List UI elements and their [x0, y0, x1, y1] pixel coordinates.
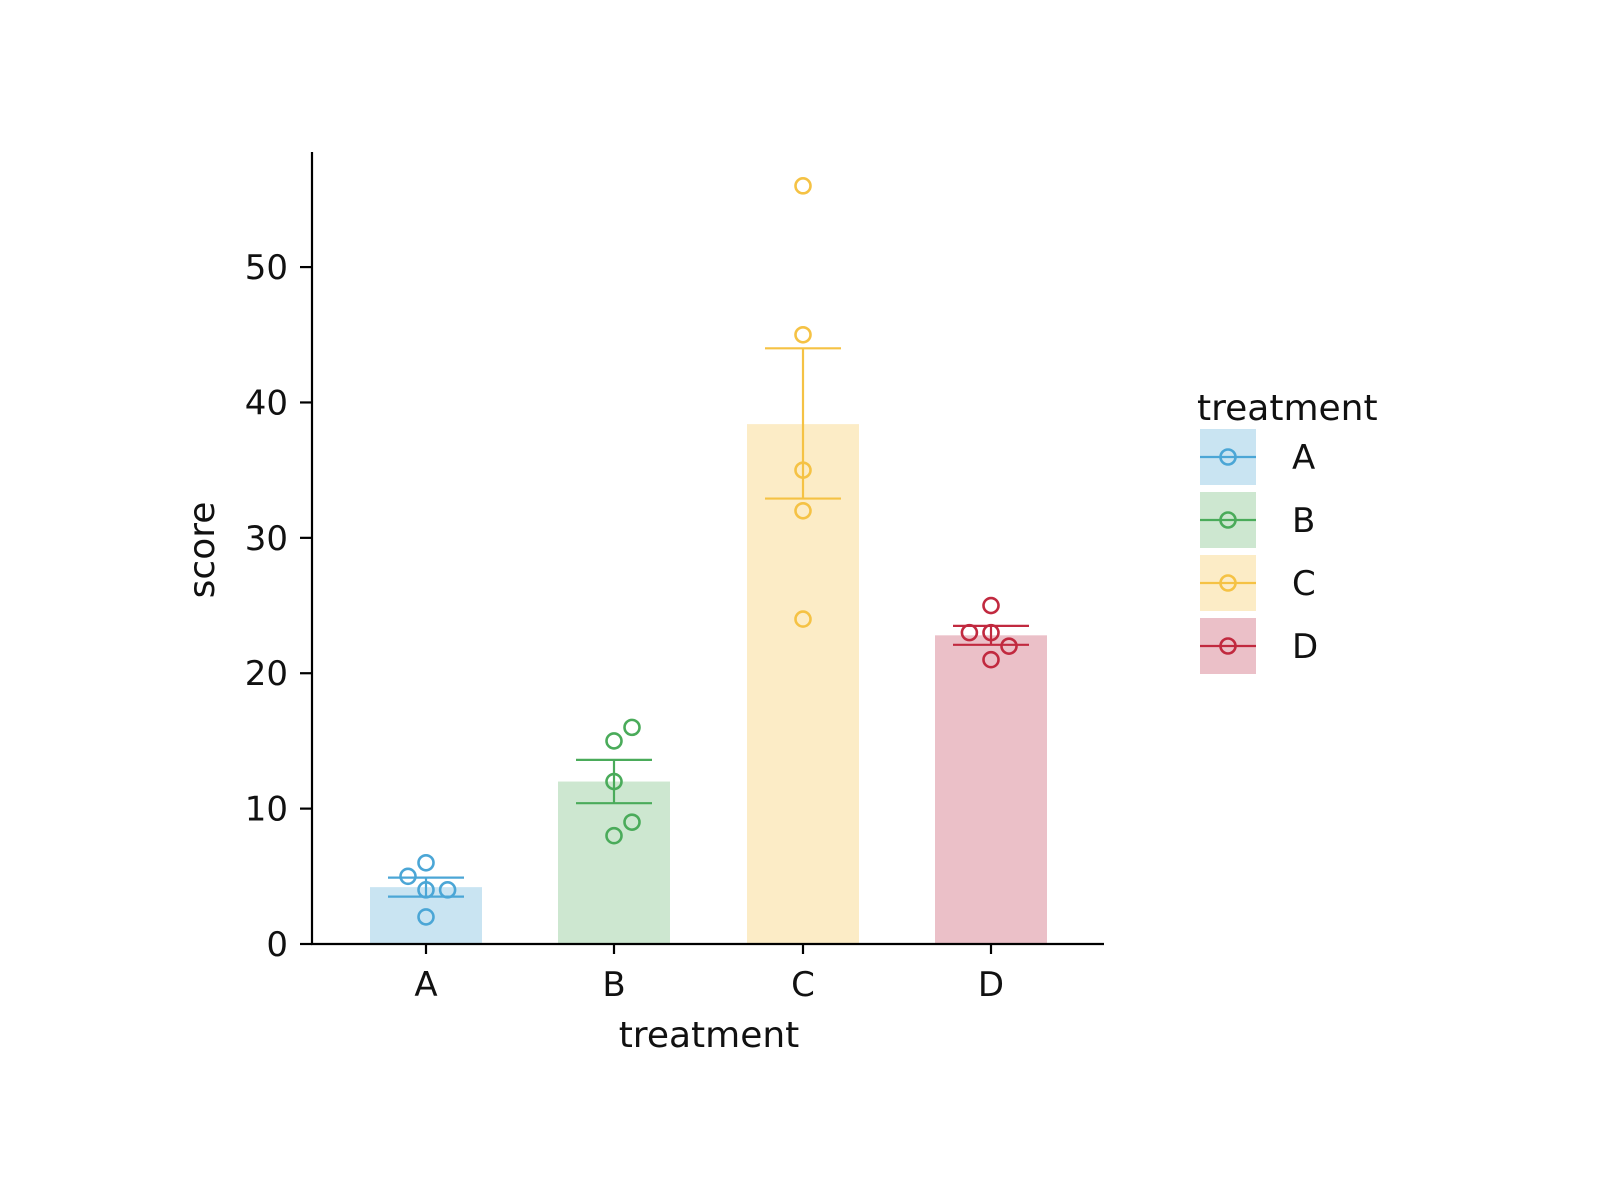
legend-marker-d [1219, 637, 1237, 655]
x-ticks: A B C D [414, 944, 1004, 1005]
points-layer [399, 177, 1018, 926]
point-b-3 [605, 772, 623, 791]
point-c-4 [794, 501, 812, 520]
y-tick-label-50: 50 [245, 248, 288, 288]
legend-label-c: C [1292, 564, 1316, 604]
x-tick-label-c: C [791, 965, 815, 1005]
y-tick-label-20: 20 [245, 654, 288, 694]
y-axis-title: score [182, 502, 223, 599]
y-tick-label-40: 40 [245, 383, 288, 423]
y-tick-label-0: 0 [266, 925, 288, 965]
point-a-1 [417, 853, 435, 872]
legend-marker-a [1219, 448, 1237, 466]
point-b-5 [605, 826, 623, 845]
bar-c [747, 424, 859, 945]
point-d-5 [982, 650, 1000, 669]
point-c-1 [794, 177, 812, 195]
point-b-4 [623, 813, 641, 831]
point-d-1 [982, 596, 1000, 615]
point-a-2 [399, 867, 417, 886]
legend-label-a: A [1292, 438, 1315, 478]
legend-title: treatment [1197, 388, 1378, 429]
x-tick-label-d: D [978, 965, 1004, 1005]
point-a-4 [438, 881, 457, 899]
legend-marker-b [1219, 511, 1237, 529]
point-a-5 [417, 908, 435, 926]
point-d-4 [1000, 637, 1018, 655]
point-d-3 [982, 623, 1000, 642]
y-tick-label-30: 30 [245, 519, 288, 559]
point-b-1 [623, 718, 641, 737]
axes [310, 152, 1104, 946]
point-c-2 [794, 325, 812, 344]
bar-d [935, 635, 1047, 944]
bars-layer [370, 424, 1047, 945]
point-a-3 [417, 881, 435, 899]
x-tick-label-b: B [602, 965, 625, 1005]
errorbars-layer [388, 347, 1029, 898]
point-c-3 [794, 461, 812, 479]
legend-label-b: B [1292, 501, 1315, 541]
x-axis-title: treatment [619, 1015, 800, 1056]
point-d-2 [960, 623, 979, 642]
x-tick-label-a: A [414, 965, 437, 1005]
legend-marker-c [1219, 574, 1237, 592]
point-b-2 [605, 732, 623, 750]
y-tick-label-10: 10 [245, 790, 288, 830]
legend-label-d: D [1292, 627, 1318, 667]
y-ticks: 0 10 20 30 40 50 [245, 248, 312, 965]
point-c-5 [794, 610, 812, 628]
bar-b [558, 781, 670, 944]
